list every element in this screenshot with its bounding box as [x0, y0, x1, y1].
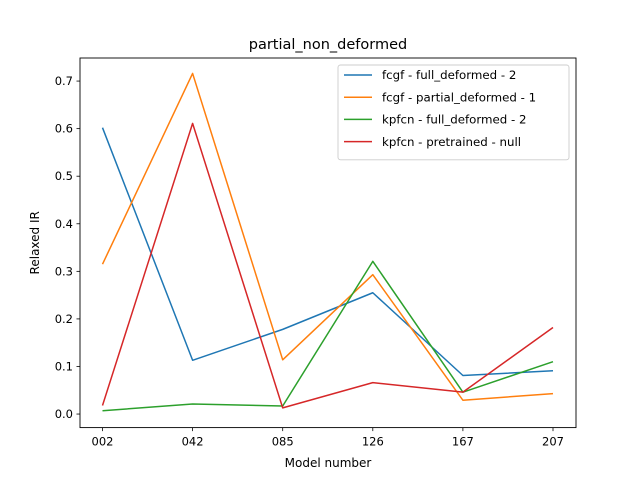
- y-tick-label: 0.0: [55, 407, 73, 421]
- legend-label-1: fcgf - full_deformed - 2: [382, 68, 516, 82]
- legend: fcgf - full_deformed - 2 fcgf - partial_d…: [337, 64, 570, 161]
- y-tick-label: 0.1: [55, 359, 73, 373]
- x-tick-label: 167: [452, 435, 474, 449]
- y-tick-label: 0.5: [55, 169, 73, 183]
- x-axis: 002 042 085 126 167 207: [92, 427, 564, 449]
- chart-title: partial_non_deformed: [249, 37, 408, 53]
- y-tick-label: 0.3: [55, 264, 73, 278]
- legend-label-4: kpfcn - pretrained - null: [382, 135, 521, 149]
- x-tick-label: 207: [542, 435, 564, 449]
- series-line-4: [101, 122, 554, 409]
- x-tick-label: 085: [272, 435, 294, 449]
- x-tick-label: 002: [92, 435, 114, 449]
- series-line-2: [101, 72, 554, 401]
- x-tick-label: 042: [182, 435, 204, 449]
- series-line-1: [101, 127, 554, 377]
- x-axis-label: Model number: [285, 456, 372, 470]
- legend-frame: [337, 64, 570, 161]
- series-line-3: [102, 260, 554, 412]
- y-tick-label: 0.7: [55, 74, 73, 88]
- y-axis-label: Relaxed IR: [28, 211, 42, 274]
- y-axis: 0.0 0.1 0.2 0.3 0.4 0.5 0.6 0.7: [55, 74, 80, 421]
- y-tick-label: 0.4: [55, 217, 73, 231]
- legend-label-2: fcgf - partial_deformed - 1: [382, 90, 536, 104]
- plot-area-frame: [79, 57, 577, 429]
- legend-label-3: kpfcn - full_deformed - 2: [382, 113, 527, 127]
- y-tick-label: 0.6: [55, 122, 73, 136]
- x-tick-label: 126: [362, 435, 384, 449]
- series-lines: [101, 72, 554, 412]
- y-tick-label: 0.2: [55, 312, 73, 326]
